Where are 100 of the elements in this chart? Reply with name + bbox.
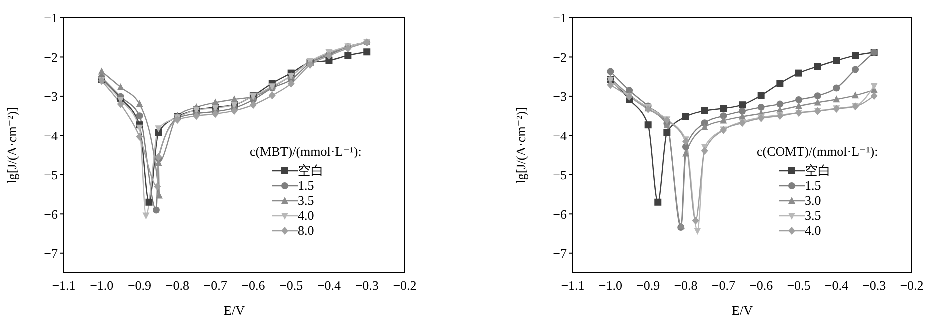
x-tick-label: −0.4 [824,278,849,294]
legend-label: 1.5 [805,178,822,193]
legend-label: 3.5 [298,193,314,208]
point [654,198,662,206]
x-tick-label: −0.4 [317,278,342,294]
point [664,129,671,136]
point [796,96,802,104]
legend-label: 3.0 [805,193,822,208]
point [344,52,352,60]
point [776,80,784,88]
x-tick-label: −0.2 [900,278,924,294]
y-tick-label: −6 [44,206,58,222]
x-tick-label: −0.6 [750,278,774,294]
legend-label: 1.5 [298,178,314,193]
x-tick-label: −0.7 [204,278,228,294]
point [250,101,257,110]
legend-label: 8.0 [298,223,314,238]
point [776,100,784,108]
point [231,106,238,115]
x-tick-label: −0.6 [242,278,266,294]
point [814,63,822,70]
x-tick-label: −1.1 [52,278,76,294]
point [682,144,690,151]
legend-label: 空白 [805,163,831,178]
point [720,116,728,124]
y-tick-label: −5 [553,168,567,183]
y-tick-label: −7 [553,246,568,261]
y-tick-label: −2 [44,50,58,65]
point [814,98,822,106]
x-tick-label: −0.5 [280,278,304,294]
point [682,113,690,120]
x-tick-label: −0.8 [166,278,190,294]
y-tick-label: −1 [44,10,58,26]
point [98,68,106,75]
legend-title: c(COMT)/(mmol·L⁻¹): [757,144,878,159]
point [306,61,314,70]
point [156,192,163,199]
point [155,126,162,133]
legend-label: 空白 [298,163,324,178]
x-tick-label: −0.2 [393,278,417,294]
point [152,206,160,214]
point [720,105,728,112]
point [870,92,878,100]
point [701,107,708,114]
point [701,146,708,155]
point [852,66,859,74]
y-tick-label: −4 [44,128,58,144]
point [796,70,802,77]
point [833,84,840,92]
point [796,102,802,110]
point [288,80,295,88]
point [607,81,614,90]
point [833,57,840,64]
x-tick-label: −1.0 [598,278,622,294]
point [814,92,822,100]
y-axis-title: lg[J/(A·cm⁻²)] [4,107,20,184]
point [117,83,124,90]
point [678,222,685,229]
point [193,112,200,120]
legend-label: 3.5 [805,208,822,223]
legend-label: 4.0 [805,223,822,238]
point [364,48,371,56]
point [117,100,124,108]
point [720,112,728,120]
y-tick-label: −4 [553,128,568,144]
x-tick-label: −1.0 [90,278,114,294]
point [701,123,708,130]
point [682,150,690,157]
point [758,92,765,100]
point [142,212,150,220]
point [136,124,144,132]
point [644,122,652,129]
point [136,132,144,141]
point [136,100,144,108]
point [692,216,700,225]
point [136,112,144,120]
point [268,92,276,100]
point [852,92,859,99]
point [694,228,702,236]
x-axis-title: E/V [732,303,754,318]
point [739,108,746,115]
y-tick-label: −1 [553,10,567,26]
point [833,96,840,103]
x-tick-label: −0.3 [862,278,886,294]
y-axis-title: lg[J/(A·cm⁻²)] [514,107,529,184]
point [607,68,614,76]
x-tick-label: −1.1 [561,278,585,294]
x-tick-label: −0.5 [787,278,811,294]
y-tick-label: −6 [553,206,568,222]
x-axis-title: E/V [224,303,246,318]
x-tick-label: −0.9 [636,278,660,294]
legend-label: 4.0 [298,208,314,223]
y-tick-label: −2 [553,50,567,65]
point [154,182,162,191]
point [146,198,153,206]
point [852,52,859,60]
point [212,110,220,118]
y-tick-label: −3 [553,89,567,104]
point [758,104,765,111]
y-tick-label: −3 [44,89,58,104]
